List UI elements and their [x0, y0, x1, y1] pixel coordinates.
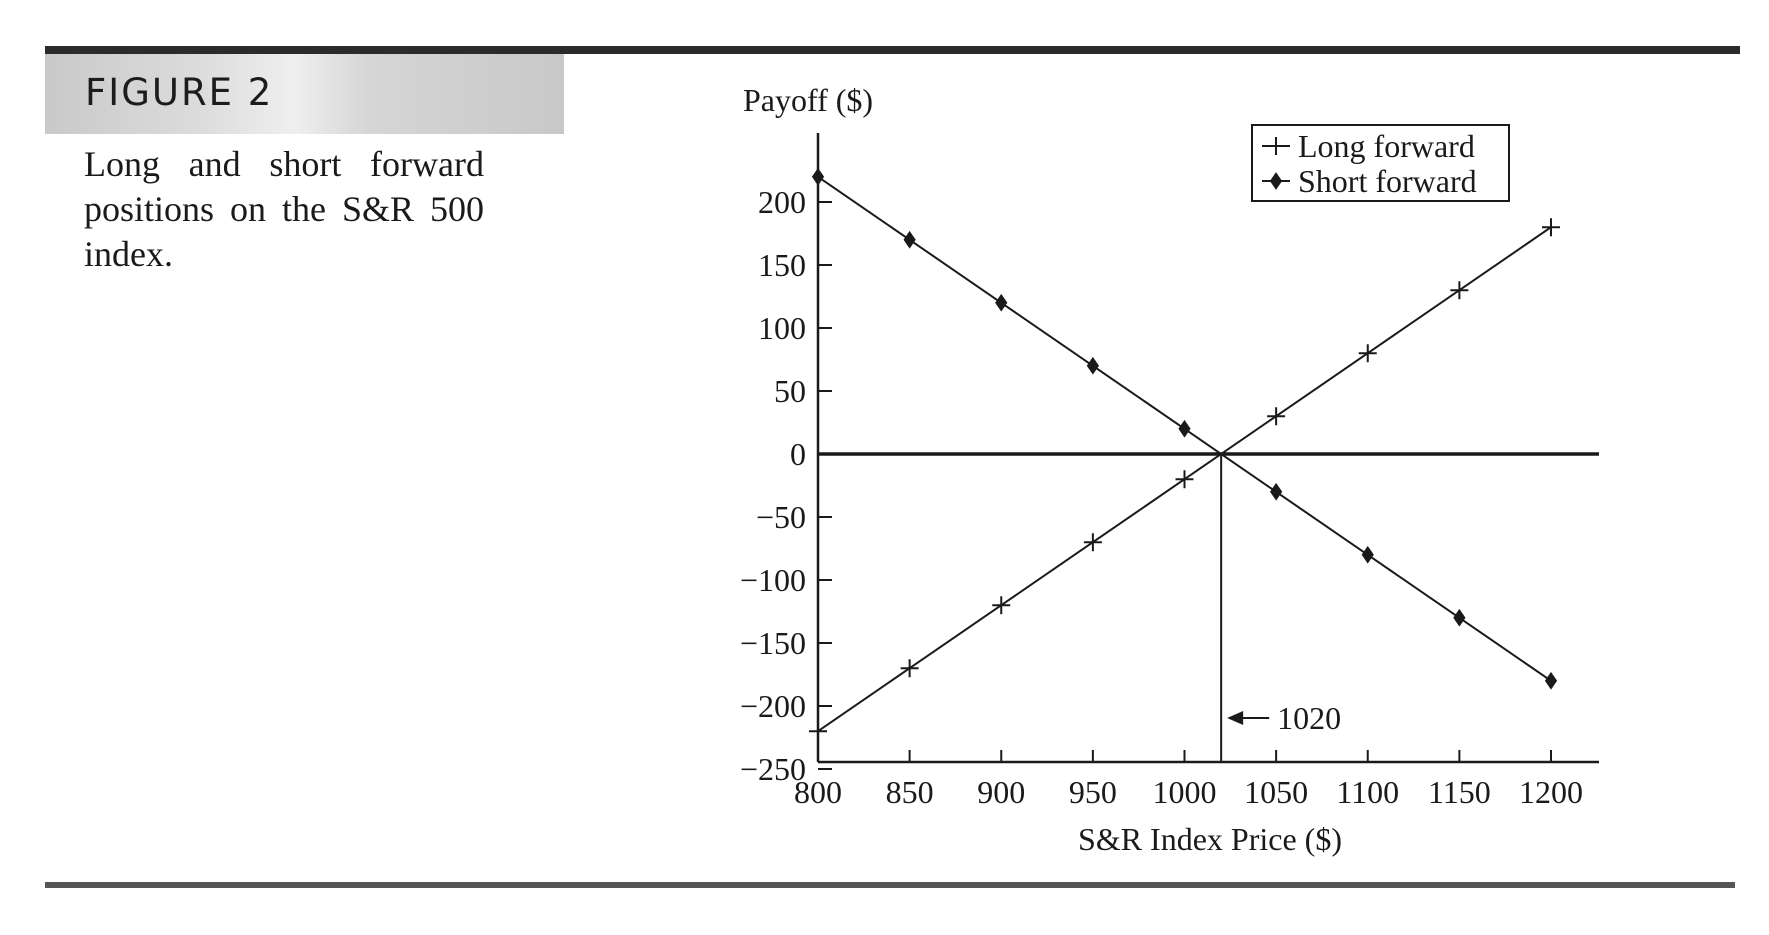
short-forward-marker — [811, 167, 825, 186]
y-tick-label: 200 — [758, 184, 806, 220]
x-tick-label: 800 — [794, 774, 842, 810]
short-forward-marker — [1086, 356, 1099, 375]
x-axis-label: S&R Index Price ($) — [1078, 821, 1342, 857]
long-forward-marker — [992, 596, 1011, 615]
y-axis-label: Payoff ($) — [743, 82, 873, 118]
annotation-label: 1020 — [1277, 700, 1341, 736]
x-tick-label: 850 — [886, 774, 934, 810]
figure-label-box: FIGURE 2 — [45, 54, 564, 134]
short-forward-marker — [995, 293, 1008, 312]
long-forward-marker — [1083, 533, 1102, 552]
x-tick-label: 950 — [1069, 774, 1117, 810]
legend-marker-long-forward — [1267, 137, 1285, 155]
x-tick-label: 1000 — [1153, 774, 1217, 810]
y-tick-label: −150 — [740, 625, 806, 661]
legend-marker-short-forward — [1269, 172, 1283, 190]
short-forward-marker — [1361, 545, 1374, 564]
long-forward-marker — [1175, 470, 1194, 489]
y-tick-label: 50 — [774, 373, 806, 409]
legend-label-long-forward: Long forward — [1298, 128, 1475, 164]
long-forward-marker — [1542, 218, 1560, 237]
legend-box — [1251, 124, 1510, 202]
x-tick-label: 1100 — [1336, 774, 1399, 810]
figure-label: FIGURE 2 — [85, 71, 274, 114]
y-tick-label: 150 — [758, 247, 806, 283]
y-tick-label: −200 — [740, 688, 806, 724]
legend-label-short-forward: Short forward — [1298, 163, 1477, 199]
short-forward-marker — [1178, 419, 1191, 438]
long-forward-marker — [1358, 344, 1377, 363]
long-forward-marker — [1450, 281, 1469, 300]
long-forward-marker — [900, 659, 919, 678]
x-tick-label: 1150 — [1428, 774, 1491, 810]
short-forward-marker — [1453, 608, 1466, 627]
y-tick-label: 0 — [790, 436, 806, 472]
short-forward-marker — [1544, 671, 1558, 690]
figure-caption: Long and short forward positions on the … — [84, 144, 484, 274]
annotation-arrowhead — [1227, 711, 1244, 725]
x-tick-label: 900 — [977, 774, 1025, 810]
y-tick-label: −100 — [740, 562, 806, 598]
y-tick-label: −50 — [756, 499, 806, 535]
short-forward-marker — [903, 230, 916, 249]
y-tick-label: 100 — [758, 310, 806, 346]
x-tick-label: 1050 — [1244, 774, 1308, 810]
short-forward-marker — [1270, 482, 1283, 501]
top-rule — [45, 46, 1740, 54]
y-tick-label: −250 — [740, 751, 806, 787]
bottom-rule — [45, 882, 1735, 888]
x-tick-label: 1200 — [1519, 774, 1583, 810]
long-forward-marker — [1267, 407, 1286, 426]
long-forward-marker — [809, 722, 827, 741]
